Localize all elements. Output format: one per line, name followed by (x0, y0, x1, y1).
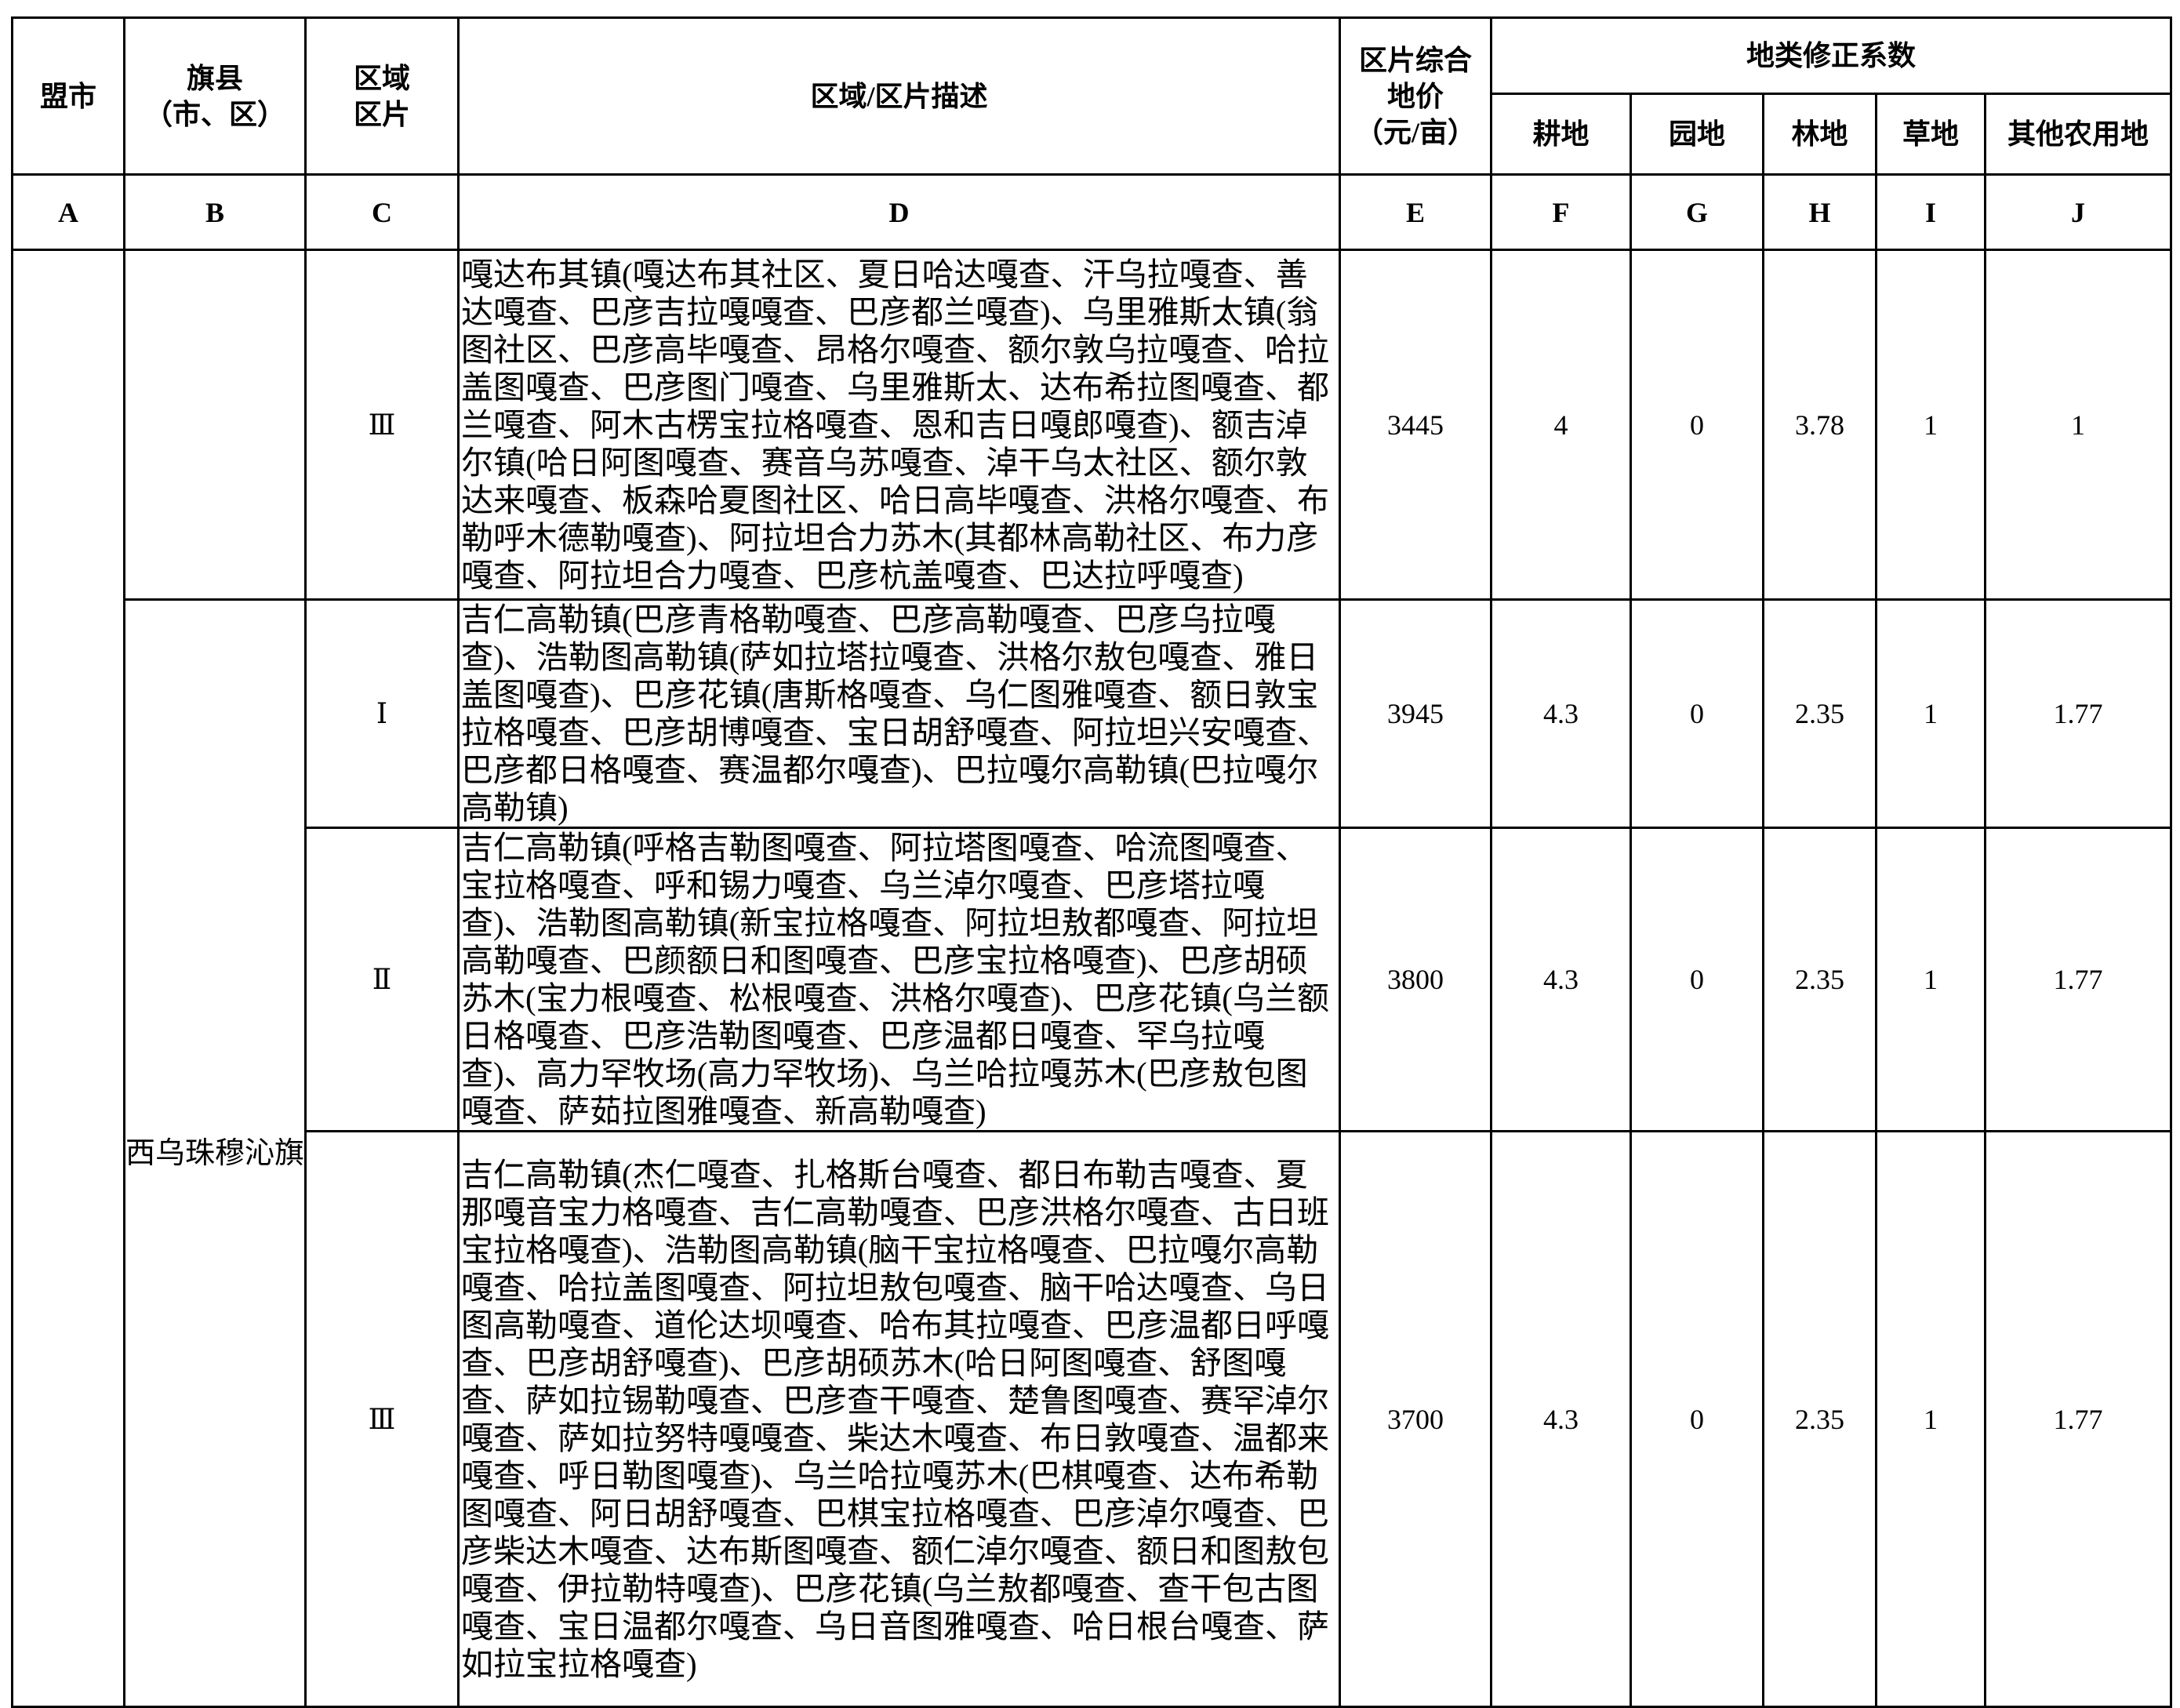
header-zone: 区域 区片 (304, 16, 460, 176)
header-price: 区片综合 地价 （元/亩） (1339, 16, 1492, 176)
letter-b: B (123, 173, 307, 251)
coef-forest: 2.35 (1762, 827, 1877, 1132)
coef-farmland: 4.3 (1490, 1130, 1632, 1708)
description-cell: 吉仁高勒镇(杰仁嘎查、扎格斯台嘎查、都日布勒吉嘎查、夏那嘎音宝力格嘎查、吉仁高勒… (457, 1130, 1341, 1708)
coef-grassland: 1 (1875, 1130, 1986, 1708)
zone-cell: Ⅲ (304, 249, 460, 601)
header-county: 旗县 （市、区） (123, 16, 307, 176)
zone-cell: Ⅲ (304, 1130, 460, 1708)
coef-garden: 0 (1630, 598, 1764, 829)
coef-other: 1 (1983, 249, 2173, 601)
coef-grassland: 1 (1875, 598, 1986, 829)
county-cell (123, 249, 307, 601)
coef-farmland: 4.3 (1490, 598, 1632, 829)
price-cell: 3700 (1339, 1130, 1492, 1708)
letter-i: I (1875, 173, 1986, 251)
letter-d: D (457, 173, 1341, 251)
coef-other: 1.77 (1983, 827, 2173, 1132)
table-row: Ⅱ 吉仁高勒镇(呼格吉勒图嘎查、阿拉塔图嘎查、哈流图嘎查、宝拉格嘎查、呼和锡力嘎… (13, 827, 2173, 1132)
price-cell: 3945 (1339, 598, 1492, 829)
table-row: Ⅲ 嘎达布其镇(嘎达布其社区、夏日哈达嘎查、汗乌拉嘎查、善达嘎查、巴彦吉拉嘎嘎查… (11, 249, 2173, 1708)
description-cell: 吉仁高勒镇(巴彦青格勒嘎查、巴彦高勒嘎查、巴彦乌拉嘎查)、浩勒图高勒镇(萨如拉塔… (457, 598, 1341, 829)
letter-j: J (1983, 173, 2173, 251)
land-price-table: 盟市 旗县 （市、区） 区域 区片 区域/区片描述 区片综合 地价 （元/亩） … (11, 16, 2173, 1708)
header-description: 区域/区片描述 (457, 16, 1341, 176)
letter-f: F (1490, 173, 1632, 251)
league-cell (11, 249, 125, 1708)
price-cell: 3445 (1339, 249, 1492, 601)
header-coef-other: 其他农用地 (1983, 93, 2173, 176)
table-row: 西乌珠穆沁旗 Ⅰ 吉仁高勒镇(巴彦青格勒嘎查、巴彦高勒嘎查、巴彦乌拉嘎查)、浩勒… (13, 598, 2173, 1708)
letter-e: E (1339, 173, 1492, 251)
table-row: Ⅲ 吉仁高勒镇(杰仁嘎查、扎格斯台嘎查、都日布勒吉嘎查、夏那嘎音宝力格嘎查、吉仁… (13, 1130, 2173, 1708)
letter-c: C (304, 173, 460, 251)
description-cell: 吉仁高勒镇(呼格吉勒图嘎查、阿拉塔图嘎查、哈流图嘎查、宝拉格嘎查、呼和锡力嘎查、… (457, 827, 1341, 1132)
coef-grassland: 1 (1875, 249, 1986, 601)
header-coef-grassland: 草地 (1875, 93, 1986, 176)
description-cell: 嘎达布其镇(嘎达布其社区、夏日哈达嘎查、汗乌拉嘎查、善达嘎查、巴彦吉拉嘎嘎查、巴… (457, 249, 1341, 601)
coef-other: 1.77 (1983, 598, 2173, 829)
county-cell: 西乌珠穆沁旗 (123, 598, 307, 1708)
header-coef-group: 地类修正系数 (1489, 16, 2173, 95)
coef-farmland: 4 (1490, 249, 1632, 601)
letter-h: H (1762, 173, 1877, 251)
coef-forest: 2.35 (1762, 598, 1877, 829)
zone-cell: Ⅱ (304, 827, 460, 1132)
coef-farmland: 4.3 (1490, 827, 1632, 1132)
price-cell: 3800 (1339, 827, 1492, 1132)
header-league: 盟市 (11, 16, 125, 176)
header-coef-garden: 园地 (1630, 93, 1764, 176)
coef-forest: 2.35 (1762, 1130, 1877, 1708)
header-coef-forest: 林地 (1762, 93, 1877, 176)
coef-garden: 0 (1630, 827, 1764, 1132)
coef-garden: 0 (1630, 249, 1764, 601)
letter-a: A (11, 173, 125, 251)
coef-grassland: 1 (1875, 827, 1986, 1132)
header-coef-farmland: 耕地 (1490, 93, 1632, 176)
letter-g: G (1630, 173, 1764, 251)
coef-garden: 0 (1630, 1130, 1764, 1708)
coef-other: 1.77 (1983, 1130, 2173, 1708)
zone-cell: Ⅰ (304, 598, 460, 829)
column-letter-row: A B C D E F G H I J (11, 173, 2173, 251)
coef-forest: 3.78 (1762, 249, 1877, 601)
